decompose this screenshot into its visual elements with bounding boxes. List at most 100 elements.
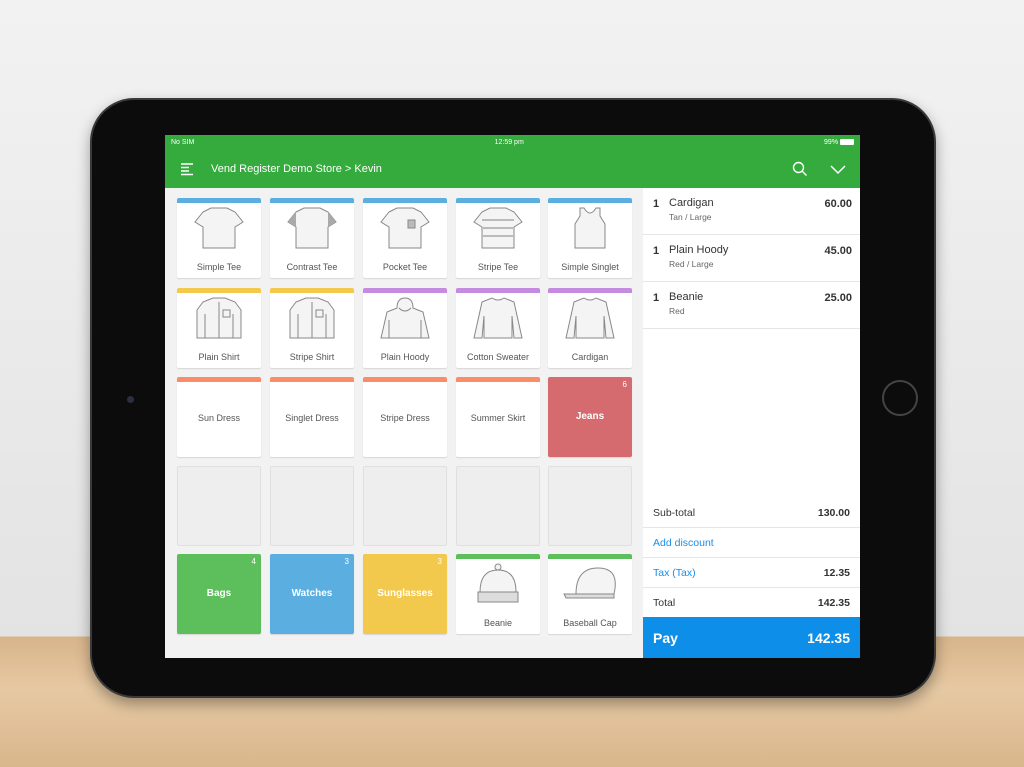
battery-level: 99%: [824, 139, 839, 146]
item-price: 25.00: [824, 292, 852, 304]
singlet-icon: [574, 207, 606, 249]
product-tile[interactable]: Contrast Tee: [270, 198, 354, 278]
total-row: Total 142.35: [643, 588, 860, 618]
product-tile[interactable]: Plain Shirt: [177, 288, 261, 368]
app-header: Vend Register Demo Store > Kevin: [165, 150, 860, 188]
product-tile[interactable]: Singlet Dress: [270, 377, 354, 457]
tee-icon: [194, 207, 244, 249]
tile-label: Sun Dress: [197, 413, 241, 423]
item-count: 4: [251, 557, 256, 566]
tile-label: Pocket Tee: [382, 262, 428, 272]
tile-label: Singlet Dress: [285, 413, 339, 423]
pay-amount: 142.35: [807, 629, 850, 646]
category-tile[interactable]: 6 Jeans: [548, 377, 632, 457]
pay-label: Pay: [653, 629, 678, 646]
line-item[interactable]: 1 Beanie Red 25.00: [643, 282, 860, 329]
cap-icon: [563, 567, 616, 599]
beanie-icon: [477, 563, 519, 603]
item-qty: 1: [653, 245, 660, 257]
category-color-bar: [456, 198, 540, 203]
empty-tile: [270, 466, 354, 546]
line-item[interactable]: 1 Cardigan Tan / Large 60.00: [643, 188, 860, 235]
category-color-bar: [270, 198, 354, 203]
tile-label: Watches: [291, 588, 333, 599]
chevron-down-icon[interactable]: [828, 159, 848, 179]
subtotal-value: 130.00: [817, 506, 850, 519]
product-tile[interactable]: Stripe Dress: [363, 377, 447, 457]
product-tile[interactable]: Baseball Cap: [548, 554, 632, 634]
camera: [127, 396, 134, 403]
menu-icon[interactable]: [177, 159, 197, 179]
category-color-bar: [548, 198, 632, 203]
tile-label: Stripe Tee: [477, 262, 519, 272]
tile-label: Contrast Tee: [286, 262, 338, 272]
product-tile[interactable]: Stripe Tee: [456, 198, 540, 278]
add-discount-link[interactable]: Add discount: [653, 536, 714, 549]
item-name: Plain Hoody: [669, 244, 729, 256]
tee-pocket-icon: [380, 207, 430, 249]
tile-label: Beanie: [483, 618, 513, 628]
product-tile[interactable]: Simple Singlet: [548, 198, 632, 278]
total-value: 142.35: [817, 596, 850, 609]
tile-label: Jeans: [575, 411, 605, 422]
clock: 12:59 pm: [494, 139, 524, 146]
category-color-bar: [177, 198, 261, 203]
product-tile[interactable]: Beanie: [456, 554, 540, 634]
item-price: 45.00: [824, 245, 852, 257]
product-tile[interactable]: Summer Skirt: [456, 377, 540, 457]
subtotal-label: Sub-total: [653, 506, 696, 519]
tile-label: Stripe Dress: [380, 413, 430, 423]
product-tile[interactable]: Sun Dress: [177, 377, 261, 457]
total-label: Total: [653, 596, 676, 609]
product-tile[interactable]: Plain Hoody: [363, 288, 447, 368]
search-icon[interactable]: [790, 159, 810, 179]
category-color-bar: [363, 377, 447, 382]
tile-label: Cardigan: [571, 352, 609, 362]
sweater-icon: [565, 297, 615, 339]
product-tile[interactable]: Simple Tee: [177, 198, 261, 278]
tax-row: Tax (Tax) 12.35: [643, 558, 860, 588]
item-count: 3: [437, 557, 442, 566]
item-count: 3: [344, 557, 349, 566]
tile-label: Plain Hoody: [380, 352, 430, 362]
category-tile[interactable]: 3 Sunglasses: [363, 554, 447, 634]
empty-tile: [456, 466, 540, 546]
category-color-bar: [548, 554, 632, 559]
tax-link[interactable]: Tax (Tax): [653, 566, 696, 579]
tile-label: Bags: [206, 588, 232, 599]
category-color-bar: [177, 288, 261, 293]
shirt-icon: [289, 297, 335, 339]
home-button[interactable]: [882, 380, 918, 416]
product-tile[interactable]: Cotton Sweater: [456, 288, 540, 368]
pay-button[interactable]: Pay 142.35: [643, 617, 860, 658]
category-color-bar: [456, 377, 540, 382]
tile-label: Simple Tee: [196, 262, 242, 272]
item-variant: Tan / Large: [669, 212, 712, 222]
category-color-bar: [270, 288, 354, 293]
item-name: Cardigan: [669, 197, 714, 209]
tile-label: Plain Shirt: [198, 352, 240, 362]
category-tile[interactable]: 4 Bags: [177, 554, 261, 634]
item-variant: Red / Large: [669, 259, 714, 269]
item-qty: 1: [653, 198, 660, 210]
add-discount-row[interactable]: Add discount: [643, 528, 860, 558]
breadcrumb[interactable]: Vend Register Demo Store > Kevin: [211, 163, 382, 175]
tile-label: Baseball Cap: [563, 618, 617, 628]
item-qty: 1: [653, 292, 660, 304]
tile-label: Stripe Shirt: [289, 352, 335, 362]
hoody-icon: [380, 297, 430, 339]
product-tile[interactable]: Stripe Shirt: [270, 288, 354, 368]
tee-contrast-icon: [287, 207, 337, 249]
product-tile[interactable]: Cardigan: [548, 288, 632, 368]
tile-label: Simple Singlet: [561, 262, 619, 272]
sale-panel: 1 Cardigan Tan / Large 60.00 1 Plain Hoody Red…: [643, 188, 860, 658]
category-color-bar: [177, 377, 261, 382]
item-variant: Red: [669, 306, 685, 316]
battery: 99%: [824, 139, 854, 146]
product-tile[interactable]: Pocket Tee: [363, 198, 447, 278]
line-item[interactable]: 1 Plain Hoody Red / Large 45.00: [643, 235, 860, 282]
category-tile[interactable]: 3 Watches: [270, 554, 354, 634]
item-price: 60.00: [824, 198, 852, 210]
battery-icon: [840, 139, 854, 146]
tile-label: Cotton Sweater: [466, 352, 530, 362]
